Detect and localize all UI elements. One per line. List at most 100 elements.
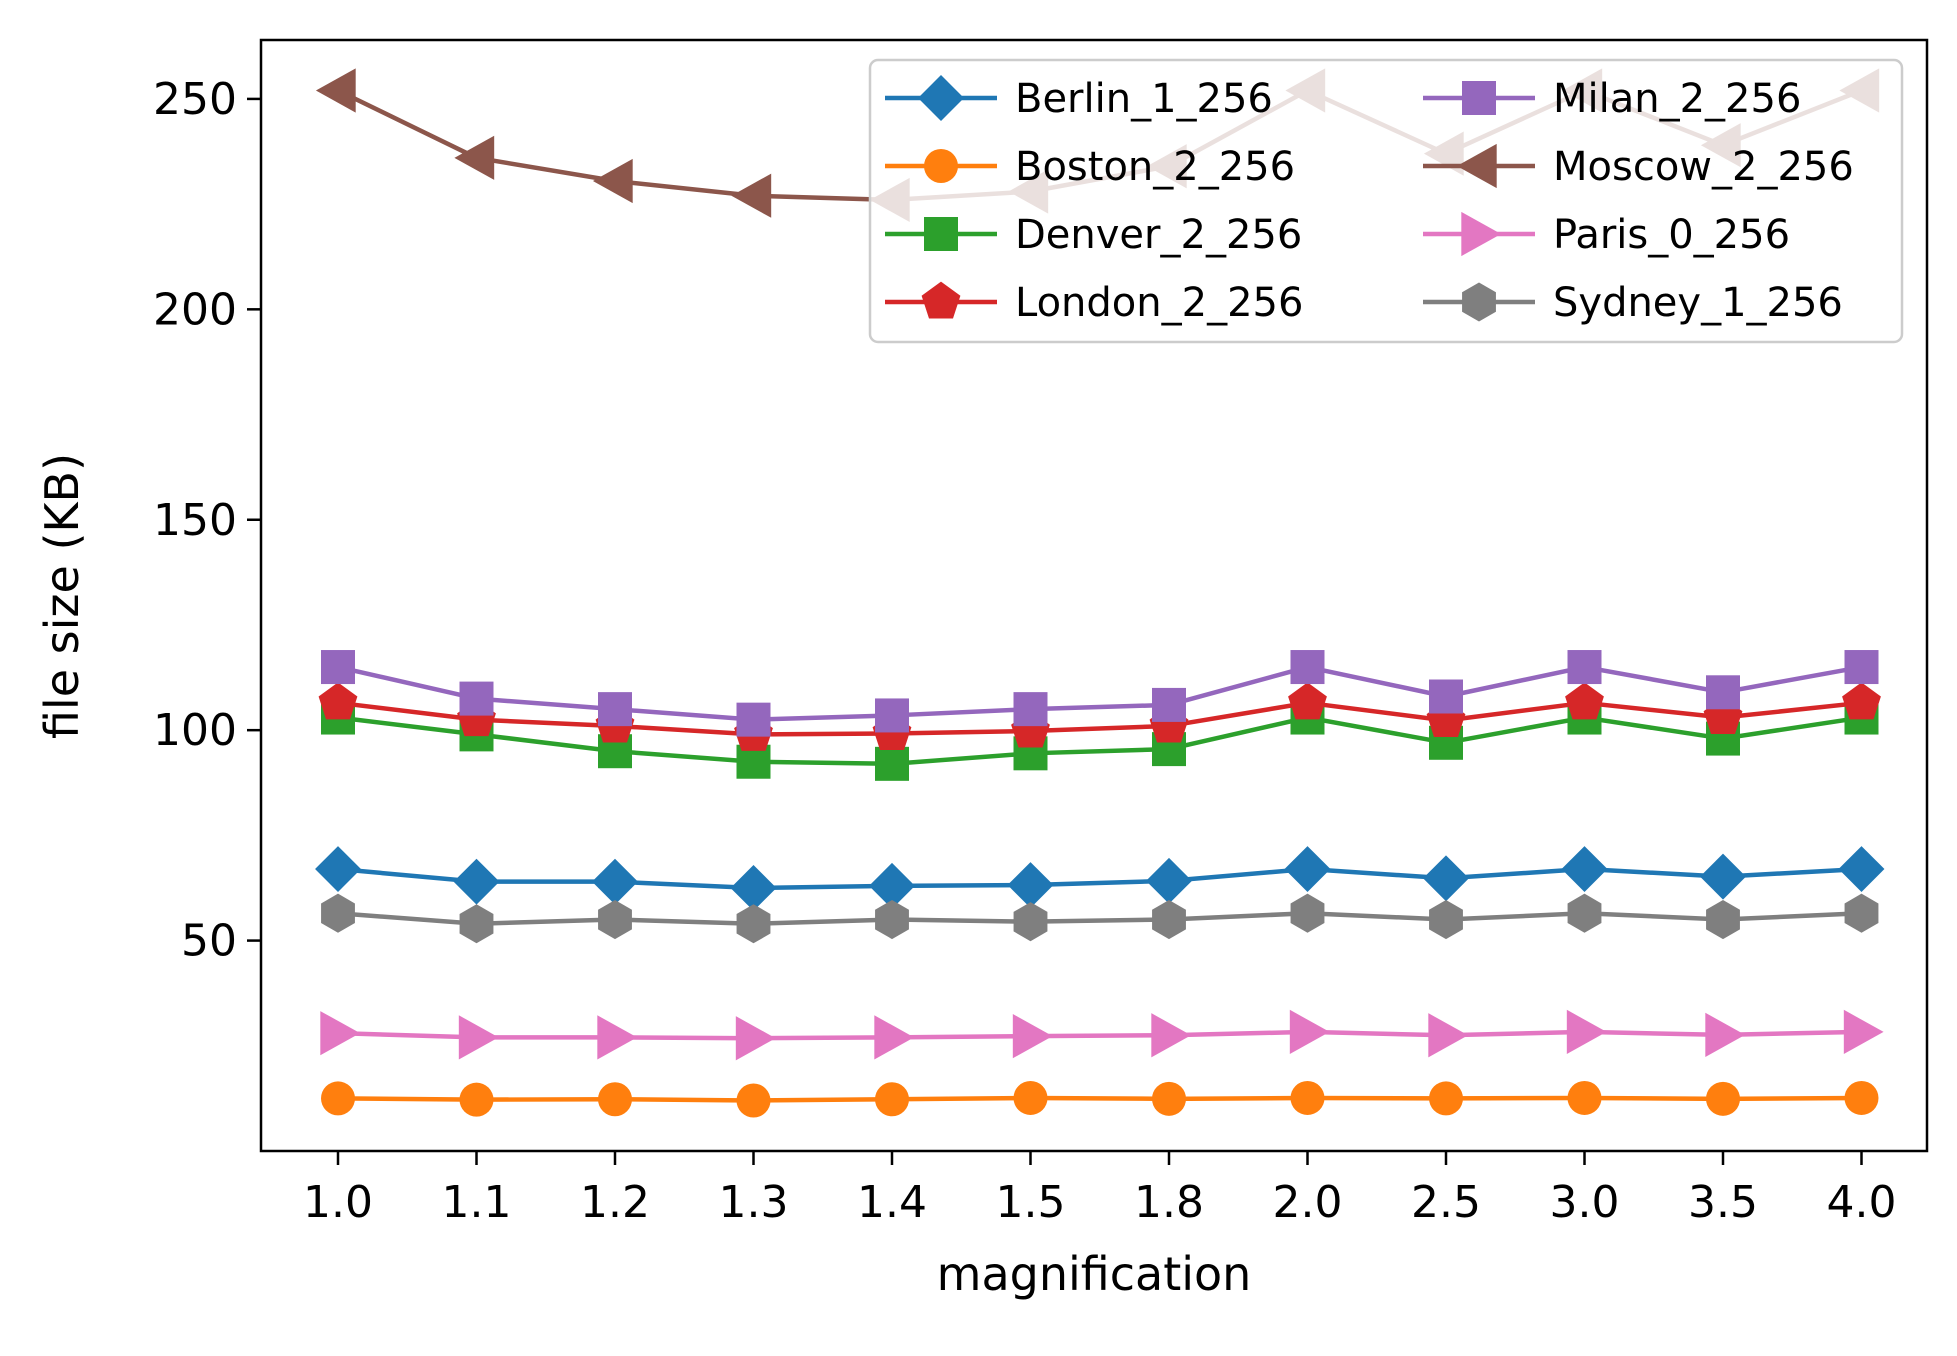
series-Boston_2_256 [321, 1080, 1879, 1118]
x-tick-label: 4.0 [1827, 1177, 1897, 1228]
data-point [1565, 682, 1604, 720]
data-point [320, 1011, 361, 1056]
legend-marker [1462, 81, 1496, 115]
y-tick-label: 150 [153, 495, 237, 546]
series-line [337, 910, 1862, 926]
data-point [1429, 1081, 1463, 1116]
data-point [1706, 1081, 1740, 1116]
y-tick-label: 250 [153, 74, 237, 125]
legend-label: Boston_2_256 [1015, 144, 1295, 190]
y-tick-label: 100 [153, 705, 237, 756]
data-point [1567, 893, 1602, 933]
legend-label: Milan_2_256 [1553, 76, 1801, 122]
legend-label: Paris_0_256 [1553, 212, 1790, 258]
data-point [1290, 1080, 1325, 1115]
data-point [1152, 687, 1186, 722]
data-point [318, 682, 358, 720]
data-point [1284, 846, 1331, 892]
series-line [337, 715, 1862, 767]
data-point [1844, 650, 1879, 685]
data-point [1567, 650, 1602, 685]
series-Milan_2_256 [321, 650, 1879, 737]
data-point [321, 893, 355, 933]
data-point [1429, 679, 1463, 714]
data-point [458, 1015, 499, 1060]
y-axis-title: file size (KB) [35, 453, 89, 739]
data-point [1843, 1009, 1884, 1055]
legend-label: Moscow_2_256 [1553, 144, 1854, 190]
data-point [1152, 899, 1186, 940]
data-point [1844, 1080, 1879, 1115]
legend: Berlin_1_256 Boston_2_256 Denver_2_256 Lond… [868, 58, 1904, 344]
series-Paris_0_256 [320, 1009, 1884, 1061]
data-point [1428, 1013, 1469, 1058]
data-point [459, 1082, 494, 1117]
data-point [1706, 899, 1740, 940]
x-tick-label: 1.3 [719, 1177, 789, 1228]
data-point [1007, 862, 1054, 908]
data-point [736, 904, 771, 944]
data-point [1013, 902, 1048, 942]
data-point [597, 1015, 638, 1060]
legend-item: Moscow_2_256 [1423, 143, 1854, 190]
data-point [592, 858, 638, 905]
series-line [337, 700, 1862, 737]
data-point [1561, 846, 1608, 892]
legend-label: Denver_2_256 [1015, 212, 1302, 258]
series-line [337, 664, 1862, 722]
legend-item: Paris_0_256 [1423, 211, 1790, 258]
x-tick-label: 1.5 [996, 1177, 1066, 1228]
data-point [869, 862, 915, 909]
series-Berlin_1_256 [315, 846, 1885, 911]
plot-frame [259, 38, 1929, 1153]
data-point [1290, 650, 1325, 685]
y-tick-label: 200 [153, 284, 237, 335]
legend-label: Sydney_1_256 [1553, 280, 1843, 326]
data-point [1423, 855, 1469, 902]
legend-label: Berlin_1_256 [1015, 76, 1273, 122]
data-point [459, 904, 494, 944]
x-tick-label: 1.0 [303, 1177, 373, 1228]
data-point [1842, 682, 1881, 720]
legend-marker [918, 75, 964, 121]
data-point [1429, 899, 1463, 940]
y-tick-label: 50 [181, 916, 237, 967]
data-point [315, 846, 361, 892]
legend-marker [921, 281, 961, 319]
legend-marker [924, 217, 958, 251]
data-point [875, 746, 909, 781]
data-point [1013, 1080, 1048, 1115]
data-point [1012, 1014, 1053, 1059]
data-point [875, 899, 909, 940]
legend-marker [1462, 282, 1496, 322]
x-tick-label: 1.4 [857, 1177, 927, 1228]
data-point [454, 135, 495, 180]
data-point [1152, 1081, 1186, 1116]
x-tick-label: 2.5 [1411, 1177, 1481, 1228]
data-point [730, 865, 777, 911]
legend-item: Milan_2_256 [1423, 76, 1801, 122]
data-point [1290, 893, 1325, 933]
data-point [1705, 1012, 1746, 1057]
data-point [875, 698, 909, 733]
legend-item: Denver_2_256 [885, 212, 1302, 258]
data-point [875, 1082, 909, 1117]
data-point [598, 1082, 632, 1117]
data-point [598, 692, 632, 727]
data-point [1566, 1009, 1607, 1055]
x-tick-label: 1.2 [580, 1177, 650, 1228]
data-point [735, 1016, 776, 1061]
legend-label: London_2_256 [1015, 280, 1303, 326]
legend-marker [924, 149, 958, 183]
data-point [598, 899, 632, 940]
data-point [1844, 893, 1879, 933]
series-Sydney_1_256 [321, 893, 1879, 944]
legend-item: Berlin_1_256 [885, 75, 1273, 122]
legend-item: Boston_2_256 [885, 144, 1295, 190]
x-tick-label: 1.1 [442, 1177, 512, 1228]
data-point [1013, 692, 1048, 727]
data-point [731, 173, 772, 218]
legend-marker [1456, 143, 1497, 189]
